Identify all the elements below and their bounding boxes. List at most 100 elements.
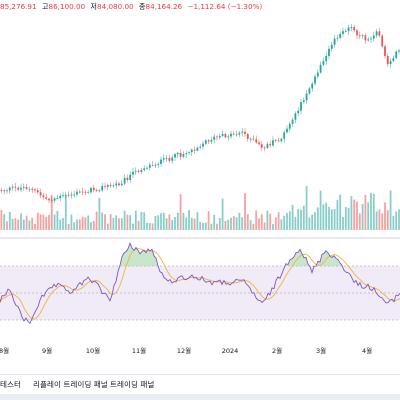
candle [389, 61, 392, 65]
volume-bar [263, 222, 266, 230]
rsi-ma-line [0, 248, 400, 320]
volume-bar [314, 212, 316, 230]
candle [53, 198, 56, 201]
change-value: −1,112.64 (−1.30%) [187, 2, 263, 11]
candle [336, 37, 339, 39]
volume-bar [333, 209, 336, 230]
volume-bar [59, 219, 62, 230]
candle [106, 185, 109, 187]
candle [112, 185, 115, 187]
candle [154, 164, 157, 166]
volume-bar [188, 210, 190, 230]
volume-bar [269, 213, 272, 230]
candle [0, 190, 3, 191]
volume-bar [361, 203, 364, 230]
candle [375, 31, 378, 36]
volume-bar [230, 217, 232, 230]
candle [308, 88, 311, 94]
volume-bar [148, 223, 151, 230]
volume-bar [255, 210, 258, 230]
volume-bar [246, 214, 249, 230]
candle [22, 187, 25, 188]
candle [328, 48, 330, 57]
candle [294, 113, 297, 120]
candle [244, 131, 246, 135]
candle [120, 183, 123, 186]
volume-bar [389, 190, 392, 230]
volume-bar [244, 193, 246, 230]
candle [255, 139, 258, 143]
time-axis-label: 12월 [177, 346, 191, 355]
candle [78, 191, 81, 193]
candle [252, 138, 255, 140]
volume-bar [238, 212, 241, 230]
candle [370, 38, 372, 40]
volume-bar [6, 221, 8, 230]
price-chart[interactable]: 8월 9월 10월 11월 12월 2024 2월 3월 4월 [0, 14, 400, 374]
volume-bar [171, 219, 174, 230]
volume-bar [168, 214, 171, 230]
candle [101, 186, 104, 191]
tab-tester[interactable]: 테스터 [0, 380, 21, 389]
volume-bar [311, 214, 314, 230]
volume-bar [11, 218, 14, 230]
volume-bar [213, 214, 216, 230]
volume-bar [123, 210, 126, 230]
candle [45, 197, 48, 199]
volume-bar [8, 211, 11, 230]
volume-bar [182, 212, 185, 230]
volume-bar [372, 193, 375, 230]
candle [70, 194, 73, 196]
candle [36, 190, 39, 193]
candle [333, 38, 336, 45]
candle [232, 133, 235, 135]
low-label: 저 [90, 2, 98, 11]
volume-layer [0, 186, 400, 230]
tab-replay-trading-panel[interactable]: 리플레이 트레이딩 패널 [33, 380, 108, 389]
candle [286, 128, 288, 133]
candle [283, 132, 286, 139]
candle [372, 35, 375, 39]
volume-bar [162, 212, 165, 230]
candle [241, 131, 244, 133]
candle [202, 143, 204, 147]
ohlc-legend: 85,276.91 고86,100.00 저84,080.00 종84,164.… [0, 0, 400, 14]
volume-bar [64, 194, 67, 230]
candle [14, 186, 17, 188]
candle [67, 194, 70, 196]
volume-bar [339, 194, 342, 230]
volume-bar [42, 214, 45, 230]
candle [157, 163, 160, 165]
candle [81, 191, 84, 193]
volume-bar [120, 218, 123, 230]
candle [90, 187, 92, 193]
volume-bar [0, 210, 3, 230]
volume-bar [62, 217, 64, 230]
tab-trading-panel[interactable]: 트레이딩 패널 [110, 380, 155, 389]
candle [204, 140, 207, 144]
volume-bar [347, 207, 350, 230]
volume-bar [81, 216, 84, 230]
volume-bar [3, 214, 6, 230]
bottom-tab-bar: 테스터 리플레이 트레이딩 패널 트레이딩 패널 [0, 374, 400, 395]
volume-bar [384, 202, 386, 230]
candle [3, 190, 6, 192]
candle [297, 110, 300, 114]
candle [246, 134, 249, 139]
volume-bar [280, 219, 283, 230]
volume-bar [260, 214, 263, 230]
volume-bar [302, 205, 305, 230]
volume-bar [101, 212, 104, 230]
volume-bar [92, 220, 95, 230]
candle [224, 133, 227, 138]
time-axis-label: 2월 [272, 346, 282, 355]
rsi-overbought-fill [286, 249, 308, 266]
volume-bar [70, 214, 73, 230]
volume-bar [294, 216, 297, 230]
candle [266, 144, 269, 149]
candle [182, 154, 185, 157]
candle [20, 187, 22, 190]
volume-bar [330, 209, 333, 230]
volume-bar [176, 212, 179, 230]
candle [347, 27, 350, 32]
